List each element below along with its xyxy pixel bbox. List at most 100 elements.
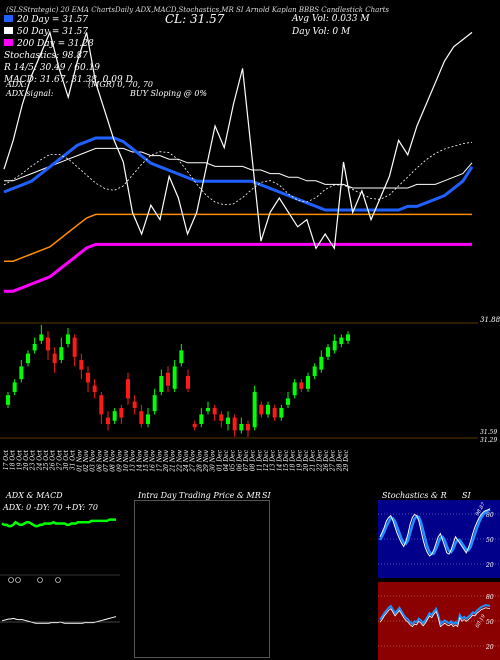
candle-down <box>126 379 130 399</box>
date-label: 27 Dec <box>330 449 337 472</box>
ema200-magenta-line <box>4 242 472 293</box>
candle-up <box>306 376 310 389</box>
date-label: 07 Nov <box>103 449 110 471</box>
date-label: 17 Nov <box>156 449 163 471</box>
date-label: 18 Dec <box>290 449 297 471</box>
legend-buy: BUY Sloping @ 0% <box>130 89 208 98</box>
candle-up <box>292 382 297 396</box>
candle-up <box>59 347 64 360</box>
date-label: 22 Nov <box>176 449 183 472</box>
candle-up <box>286 398 290 405</box>
date-label: 09 Nov <box>116 449 123 471</box>
date-label: 08 Dec <box>250 449 257 471</box>
candle-up <box>146 414 150 424</box>
close-price-line <box>3 30 473 251</box>
adx-marker-circle <box>8 577 14 583</box>
candle-down <box>52 353 57 364</box>
date-label: 10 Nov <box>123 449 130 471</box>
candle-up <box>39 334 44 341</box>
date-label: 28 Dec <box>336 449 343 472</box>
legend-adx-signal: ADX signal: <box>6 89 54 98</box>
candle-down <box>79 360 84 370</box>
candle-up <box>332 340 337 351</box>
stoch-si-label: SI <box>462 491 471 500</box>
candle-up <box>319 356 324 370</box>
date-label: 20 Oct <box>23 449 30 471</box>
adx-marker-circle <box>37 577 43 583</box>
date-label: 25 Oct <box>43 449 50 471</box>
date-label: 29 Dec <box>343 449 350 472</box>
candle-up <box>19 366 24 380</box>
dotted-signal-line <box>3 141 473 206</box>
candle-down <box>192 424 197 428</box>
ema50-label: 50 Day = 31.57 <box>17 27 89 37</box>
date-label: 27 Nov <box>190 449 197 472</box>
candle-up <box>346 334 350 341</box>
date-label: 06 Nov <box>96 449 103 471</box>
rsi-signal-line <box>379 607 491 628</box>
price-label-low2: 31.29 <box>480 437 498 444</box>
candle-up <box>6 395 10 405</box>
date-label: 22 Dec <box>316 449 323 472</box>
date-label: 24 Oct <box>36 449 43 471</box>
date-label: 13 Dec <box>270 449 277 471</box>
candle-up <box>266 404 270 415</box>
candle-up <box>239 424 244 431</box>
ema200-label: 200 Day = 31.28 <box>17 39 94 49</box>
date-label: 20 Dec <box>303 449 310 472</box>
date-label: 24 Nov <box>183 449 190 472</box>
candle-down <box>99 395 104 415</box>
intraday-panel-title: Intra Day Trading Price & MR <box>138 491 261 500</box>
date-label: 31 Oct <box>70 449 77 470</box>
ema20-label: 20 Day = 31.57 <box>17 15 89 25</box>
date-label: 08 Nov <box>110 449 117 471</box>
date-label: 18 Oct <box>10 449 17 470</box>
date-label: 19 Oct <box>16 449 23 470</box>
date-label: 13 Nov <box>130 449 137 471</box>
candle-up <box>159 376 164 392</box>
date-label: 20 Nov <box>163 449 170 472</box>
legend-r: R 14/5: 30.49 / 60.19 <box>4 63 101 73</box>
date-label: 03 Nov <box>90 449 97 471</box>
legend-mrsi: (MGR) 0, 70, 70 <box>88 80 154 89</box>
stoch-signal-line <box>378 508 491 556</box>
adx-stats: ADX: 0 -DY: 70 +DY: 70 <box>3 503 98 512</box>
date-label: 16 Nov <box>150 449 157 471</box>
main-chart: 17 Oct 18 Oct 19 Oct 20 Oct 23 Oct 24 Oct 25 O… <box>0 30 478 473</box>
date-label: 19 Dec <box>296 449 303 471</box>
candle-up <box>279 408 284 418</box>
day-volume: Day Vol: 0 M <box>292 27 351 37</box>
candle-down <box>219 414 224 421</box>
candle-up <box>179 350 184 364</box>
candle-down <box>92 385 97 392</box>
candle-down <box>299 382 304 389</box>
adx-macd-panel <box>0 518 120 624</box>
candle-down <box>232 417 237 431</box>
legend: 20 Day = 31.57 50 Day = 31.57 200 Day = … <box>4 14 133 86</box>
date-label: 01 Dec <box>216 449 223 471</box>
rsi-line <box>379 604 491 626</box>
date-label: 07 Dec <box>243 449 250 471</box>
rsi-tick-label: 50 <box>486 619 494 626</box>
candle-down <box>86 372 90 383</box>
date-label: 02 Nov <box>83 449 90 471</box>
intraday-panel <box>134 500 270 658</box>
stoch-tick-label: 50 <box>486 537 494 544</box>
candle-down <box>119 408 124 418</box>
candle-down <box>246 424 250 431</box>
candle-down <box>72 337 77 357</box>
legend-stoch: Stochastics: 98.87 <box>4 51 88 61</box>
close-price: CL: 31.57 <box>165 12 225 26</box>
date-label: 14 Dec <box>276 449 283 471</box>
date-label: 05 Dec <box>230 449 237 471</box>
date-label: 30 Oct <box>63 449 70 470</box>
date-label: 21 Dec <box>310 449 317 472</box>
stoch-line <box>379 508 491 557</box>
candle-up <box>339 337 344 344</box>
rsi-tick-label: 20 <box>485 644 494 651</box>
avg-volume: Avg Vol: 0.033 M <box>292 14 370 24</box>
macd-line <box>1 616 117 624</box>
ema20-line <box>3 136 474 212</box>
candle-down <box>186 376 190 389</box>
